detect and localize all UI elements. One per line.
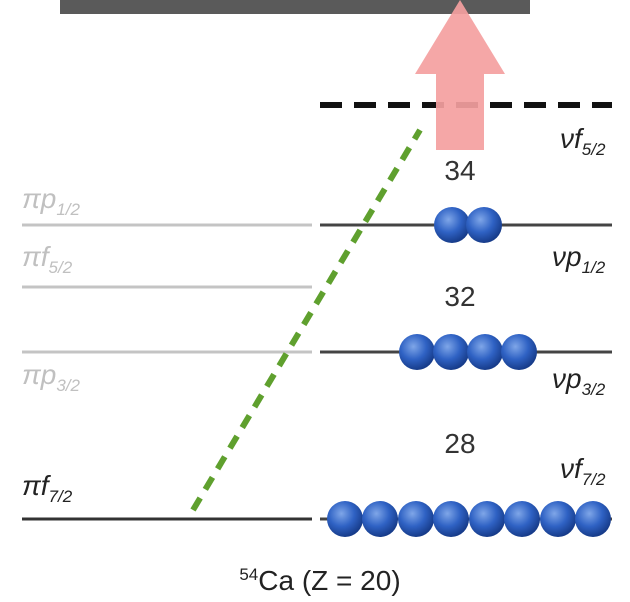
label-sub: 1/2 [582,258,606,277]
neutron [433,501,469,537]
level-label: νf7/2 [560,453,606,489]
tensor-trend [193,130,420,510]
shell-gap: 32 [444,281,475,312]
neutron [467,334,503,370]
label-sub: 7/2 [582,470,606,489]
neutron [466,207,502,243]
level-label: πp3/2 [22,359,81,395]
label-symbol: πf [22,241,52,272]
neutron [398,501,434,537]
shell-gap: 34 [444,155,475,186]
shell-gap: 28 [444,428,475,459]
label-symbol: νp [552,363,582,394]
label-sub: 1/2 [56,200,80,219]
neutron [399,334,435,370]
neutron [504,501,540,537]
shell-diagram: πp1/2 πf5/2 πp3/2 πf7/2 νf5/2 νp1/2 νp3/… [0,0,630,602]
level-label: πp1/2 [22,183,81,219]
caption: 54Ca (Z = 20) [239,565,400,596]
neutron [575,501,611,537]
label-sub: 3/2 [56,376,80,395]
label-sub: 5/2 [49,258,73,277]
neutron [540,501,576,537]
up-arrow [415,0,505,150]
level-label: νp1/2 [552,241,606,277]
label-sub: 7/2 [49,487,73,506]
caption-sup: 54 [239,565,258,584]
label-symbol: πf [22,470,52,501]
caption-text: Ca (Z = 20) [258,565,400,596]
level-label: νf5/2 [560,123,606,159]
level-label: νp3/2 [552,363,606,399]
neutron [362,501,398,537]
label-symbol: πp [22,359,56,390]
level-label: πf5/2 [22,241,73,277]
neutron [469,501,505,537]
label-sub: 3/2 [582,380,606,399]
label-sub: 5/2 [582,140,606,159]
label-symbol: πp [22,183,56,214]
neutron [501,334,537,370]
level-label: πf7/2 [22,470,73,506]
neutron [433,334,469,370]
label-symbol: νp [552,241,582,272]
neutron [434,207,470,243]
neutron [327,501,363,537]
